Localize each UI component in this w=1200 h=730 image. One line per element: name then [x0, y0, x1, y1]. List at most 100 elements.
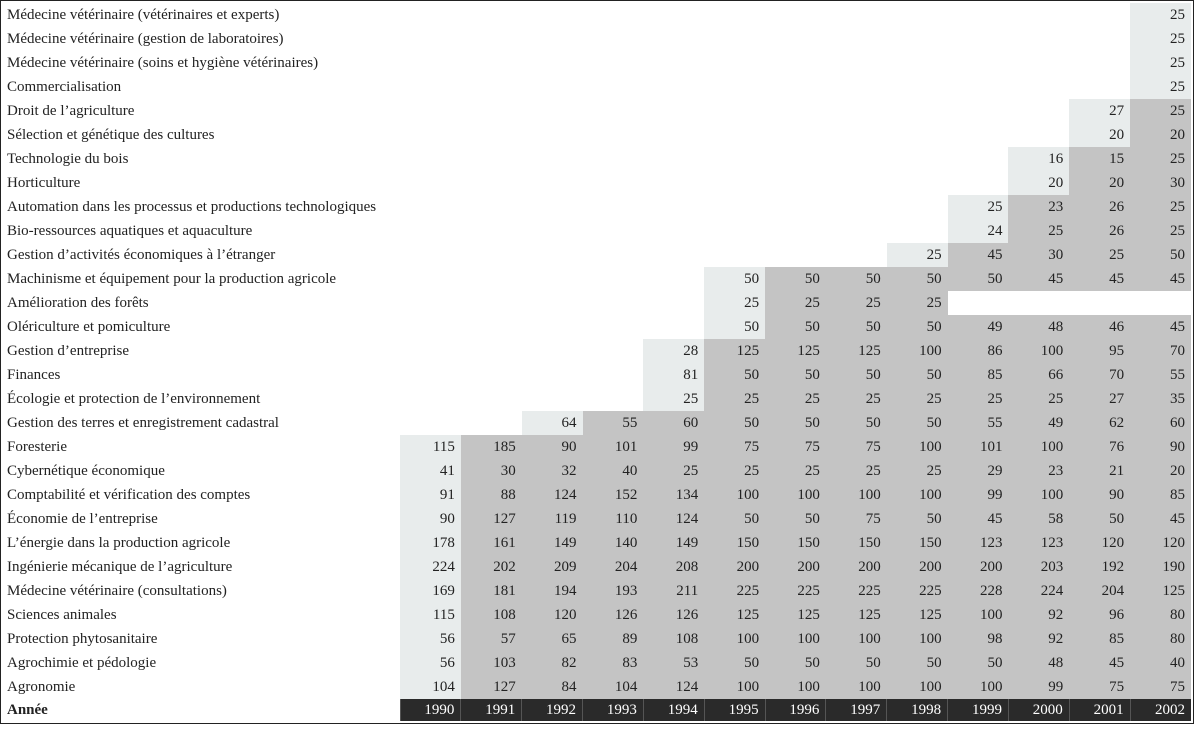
value-cell: [948, 27, 1009, 51]
table-row: Automation dans les processus et product…: [3, 195, 1191, 219]
value-cell: [643, 315, 704, 339]
value-cell: [1069, 291, 1130, 315]
value-cell: 90: [1130, 435, 1191, 459]
value-cell: 80: [1130, 603, 1191, 627]
row-label: Horticulture: [7, 174, 81, 191]
value-cell: [948, 171, 1009, 195]
year-cell: 2001: [1068, 699, 1131, 721]
value-cell: [826, 75, 887, 99]
value-cell: 27: [1069, 99, 1131, 123]
value-cell: [461, 27, 522, 51]
value-cell: [522, 219, 583, 243]
value-cell: [643, 27, 704, 51]
value-cell: 225: [886, 579, 948, 603]
value-cell: 92: [1008, 627, 1070, 651]
value-cell: 108: [643, 627, 705, 651]
value-cell: [583, 27, 644, 51]
value-cell: 100: [825, 627, 887, 651]
value-cell: 50: [704, 363, 766, 387]
value-cell: 25: [1130, 3, 1191, 27]
value-cell: 125: [886, 603, 948, 627]
table-row: Technologie du bois 16 15 25: [3, 147, 1191, 171]
value-cell: 100: [1008, 483, 1070, 507]
value-cell: 126: [582, 603, 644, 627]
value-cell: [1069, 27, 1130, 51]
value-cell: [643, 291, 704, 315]
table-row: Gestion des terres et enregistrement cad…: [3, 411, 1191, 435]
value-cell: 152: [582, 483, 644, 507]
value-cell: [461, 243, 522, 267]
value-cell: [1069, 3, 1130, 27]
value-cell: 50: [886, 267, 948, 291]
value-cell: [461, 75, 522, 99]
table-row: Bio-ressources aquatiques et aquaculture…: [3, 219, 1191, 243]
value-cell: 92: [1008, 603, 1070, 627]
value-cell: [948, 51, 1009, 75]
value-cell: [948, 99, 1009, 123]
value-cell: 50: [765, 507, 826, 531]
value-cell: [765, 99, 826, 123]
year-cell: 1991: [460, 699, 522, 721]
value-cell: [826, 219, 887, 243]
table-row: Horticulture 20 20 30: [3, 171, 1191, 195]
value-cell: 50: [825, 315, 887, 339]
value-cell: 25: [1008, 387, 1070, 411]
value-cell: 123: [1008, 531, 1070, 555]
value-cell: [765, 27, 826, 51]
row-label: Médecine vétérinaire (vétérinaires et ex…: [7, 6, 280, 23]
value-cell: 50: [825, 651, 887, 675]
value-cell: 45: [1008, 267, 1070, 291]
value-cell: [583, 315, 644, 339]
value-cell: [887, 27, 948, 51]
value-cell: 66: [1008, 363, 1070, 387]
value-cell: 110: [582, 507, 644, 531]
value-cell: 101: [947, 435, 1009, 459]
value-cell: 50: [825, 411, 887, 435]
value-cell: 25: [947, 195, 1009, 219]
value-cell: 101: [582, 435, 644, 459]
row-label: Comptabilité et vérification des comptes: [7, 486, 251, 503]
row-label: Foresterie: [7, 438, 67, 455]
value-cell: 208: [643, 555, 705, 579]
value-cell: [400, 315, 461, 339]
value-cell: [643, 219, 704, 243]
year-cell: 1995: [703, 699, 766, 721]
value-cell: 30: [460, 459, 522, 483]
value-cell: 86: [947, 339, 1009, 363]
value-cell: 50: [704, 411, 766, 435]
value-cell: 50: [886, 363, 948, 387]
value-cell: [583, 267, 644, 291]
value-cell: 41: [400, 459, 461, 483]
value-cell: 35: [1130, 387, 1191, 411]
year-cell: 1996: [764, 699, 826, 721]
row-label: Économie de l’entreprise: [7, 510, 158, 527]
value-cell: [583, 243, 644, 267]
value-cell: 125: [704, 339, 766, 363]
value-cell: 100: [825, 675, 887, 699]
value-cell: 140: [582, 531, 644, 555]
value-cell: [400, 99, 461, 123]
value-cell: 120: [1130, 531, 1191, 555]
value-cell: 149: [643, 531, 705, 555]
table-row: Médecine vétérinaire (consultations) 169 1…: [3, 579, 1191, 603]
row-label: Agronomie: [7, 678, 76, 695]
value-cell: 25: [1130, 51, 1191, 75]
value-cell: [461, 339, 522, 363]
value-cell: 28: [643, 339, 705, 363]
value-cell: 25: [1130, 99, 1191, 123]
value-cell: [583, 3, 644, 27]
value-cell: 193: [582, 579, 644, 603]
value-cell: [583, 99, 644, 123]
value-cell: [1069, 51, 1130, 75]
value-cell: 96: [1069, 603, 1131, 627]
value-cell: 50: [765, 363, 826, 387]
value-cell: 125: [704, 603, 766, 627]
value-cell: [400, 147, 461, 171]
value-cell: 211: [643, 579, 705, 603]
table-row: Commercialisation 25: [3, 75, 1191, 99]
table-row: Olériculture et pomiculture 50 50 50 50 49 48 4…: [3, 315, 1191, 339]
value-cell: 100: [886, 339, 948, 363]
value-cell: 70: [1130, 339, 1191, 363]
value-cell: 99: [643, 435, 705, 459]
value-cell: [461, 219, 522, 243]
